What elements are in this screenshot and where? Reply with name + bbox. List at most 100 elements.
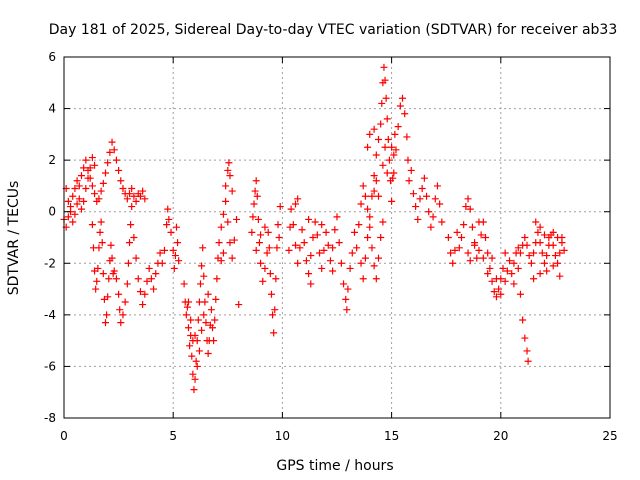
x-tick-label: 0: [60, 429, 68, 443]
data-point: [532, 218, 540, 226]
data-point: [115, 166, 123, 174]
data-point: [204, 290, 212, 298]
data-point: [324, 241, 332, 249]
data-point: [163, 221, 171, 229]
data-point: [82, 156, 90, 164]
data-point: [361, 254, 369, 262]
data-point: [254, 215, 262, 223]
data-point: [139, 187, 147, 195]
data-point: [180, 280, 188, 288]
data-point: [514, 244, 522, 252]
data-point: [353, 244, 361, 252]
data-point: [269, 311, 277, 319]
data-point: [416, 195, 424, 203]
data-point: [187, 316, 195, 324]
data-point: [184, 298, 192, 306]
data-point: [253, 192, 261, 200]
data-point: [296, 244, 304, 252]
data-point: [235, 301, 243, 309]
data-point: [116, 306, 124, 314]
data-point: [457, 234, 465, 241]
data-point: [275, 234, 283, 241]
data-point: [167, 228, 175, 236]
data-point: [174, 239, 182, 247]
data-point: [267, 290, 275, 298]
data-point: [516, 290, 524, 298]
data-point: [91, 190, 99, 198]
data-point: [431, 195, 439, 203]
data-point: [344, 285, 352, 293]
data-point: [226, 239, 234, 247]
data-point: [525, 252, 533, 260]
data-point: [307, 280, 315, 288]
data-point: [536, 270, 544, 278]
data-point: [294, 259, 302, 267]
data-point: [252, 246, 260, 254]
data-point: [466, 205, 474, 213]
y-tick-label: 0: [48, 205, 56, 219]
data-point: [538, 249, 546, 257]
data-point: [554, 259, 562, 267]
data-point: [464, 195, 472, 203]
data-point: [333, 213, 341, 221]
data-point: [366, 223, 374, 231]
data-point: [276, 203, 284, 211]
data-point: [188, 352, 196, 360]
data-point: [468, 223, 476, 231]
data-point: [156, 249, 164, 257]
data-point: [104, 159, 112, 167]
data-point: [117, 319, 125, 327]
data-point: [378, 99, 386, 107]
data-point: [390, 151, 398, 159]
data-point: [77, 205, 85, 213]
data-point: [69, 218, 77, 226]
data-point: [499, 264, 507, 272]
data-point: [263, 249, 271, 257]
data-point: [447, 249, 455, 257]
data-point: [219, 249, 227, 257]
data-point: [292, 200, 300, 208]
data-point: [357, 259, 365, 267]
data-point: [194, 316, 202, 324]
data-point: [103, 311, 111, 319]
data-point: [359, 182, 367, 190]
data-point: [510, 259, 518, 267]
data-point: [368, 244, 376, 252]
data-point: [224, 218, 232, 226]
data-point: [121, 298, 129, 306]
data-point: [453, 228, 461, 236]
data-point: [119, 311, 127, 319]
data-point: [198, 262, 206, 270]
data-point: [372, 177, 380, 185]
data-point: [379, 161, 387, 169]
data-point: [257, 259, 265, 267]
data-point: [141, 195, 149, 203]
data-point: [388, 143, 396, 151]
data-point: [536, 223, 544, 231]
data-point: [226, 172, 234, 180]
data-point: [225, 159, 233, 167]
data-point: [80, 164, 88, 172]
data-point: [396, 102, 404, 110]
data-point: [73, 200, 81, 208]
data-point: [110, 146, 118, 154]
data-point: [126, 239, 134, 247]
data-point: [382, 94, 390, 102]
data-point: [95, 244, 103, 252]
data-point: [549, 241, 557, 249]
data-point: [212, 295, 220, 303]
data-point: [374, 136, 382, 144]
y-tick-label: -8: [44, 411, 56, 425]
data-point: [394, 123, 402, 131]
data-point: [104, 293, 112, 301]
data-point: [377, 234, 385, 241]
data-point: [329, 244, 337, 252]
data-point: [364, 143, 372, 151]
data-point: [510, 280, 518, 288]
data-point: [265, 244, 273, 252]
data-point: [91, 161, 99, 169]
data-point: [292, 241, 300, 249]
data-point: [482, 234, 490, 241]
data-point: [106, 148, 114, 156]
data-point: [501, 249, 509, 257]
